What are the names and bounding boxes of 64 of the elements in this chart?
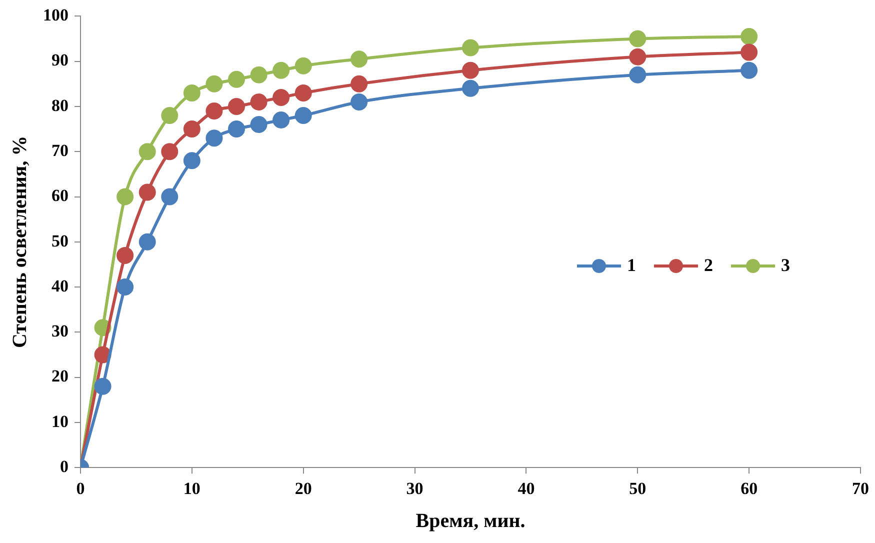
x-tick-label: 50 [629, 479, 646, 498]
x-tick-label: 40 [518, 479, 535, 498]
point [740, 44, 758, 61]
y-tick-label: 40 [52, 276, 68, 296]
point [250, 116, 268, 134]
point [228, 120, 245, 138]
point [462, 80, 479, 97]
point [740, 62, 758, 79]
point [138, 143, 156, 160]
x-tick-label: 30 [406, 479, 424, 498]
point [462, 62, 479, 79]
point [294, 57, 312, 74]
point [294, 84, 312, 102]
x-tick-label: 0 [76, 479, 85, 498]
point [206, 102, 223, 120]
point [462, 39, 479, 56]
x-tick-label: 60 [740, 479, 758, 498]
x-tick-label: 70 [852, 479, 869, 498]
point [116, 278, 134, 296]
point [350, 50, 368, 68]
y-tick-label: 50 [52, 231, 68, 250]
y-tick-label: 90 [52, 50, 68, 70]
y-tick-label: 0 [60, 456, 68, 476]
legend-label: 2 [704, 255, 713, 276]
point [206, 75, 223, 92]
point [94, 378, 112, 395]
point [629, 48, 646, 66]
point [183, 84, 200, 102]
point [228, 98, 245, 115]
x-tick-label: 10 [183, 479, 200, 498]
y-tick-label: 100 [43, 6, 68, 25]
point [228, 70, 245, 88]
point [629, 30, 646, 48]
point [350, 75, 368, 92]
point [183, 152, 200, 170]
point [183, 120, 200, 138]
point [272, 112, 290, 129]
point [294, 107, 312, 124]
point [272, 62, 290, 79]
point [250, 93, 268, 110]
point [161, 143, 178, 160]
point [272, 88, 290, 106]
point [629, 66, 646, 84]
point [206, 130, 223, 147]
y-tick-label: 60 [52, 186, 68, 206]
y-tick-label: 80 [52, 96, 68, 115]
legend-label: 3 [781, 255, 790, 276]
point [740, 28, 758, 46]
point [161, 188, 178, 206]
x-axis-title: Время, мин. [416, 510, 526, 532]
y-tick-label: 20 [52, 366, 68, 386]
point [138, 184, 156, 201]
y-axis-title: Степень осветления, % [9, 136, 32, 348]
point [116, 188, 134, 206]
y-tick-label: 30 [52, 322, 68, 341]
x-tick-label: 20 [294, 479, 312, 498]
point [350, 93, 368, 110]
point [138, 233, 156, 250]
legend-label: 1 [627, 255, 636, 276]
y-tick-label: 70 [52, 141, 68, 160]
point [250, 66, 268, 84]
point [116, 246, 134, 264]
y-tick-label: 10 [52, 412, 68, 431]
point [161, 107, 178, 124]
